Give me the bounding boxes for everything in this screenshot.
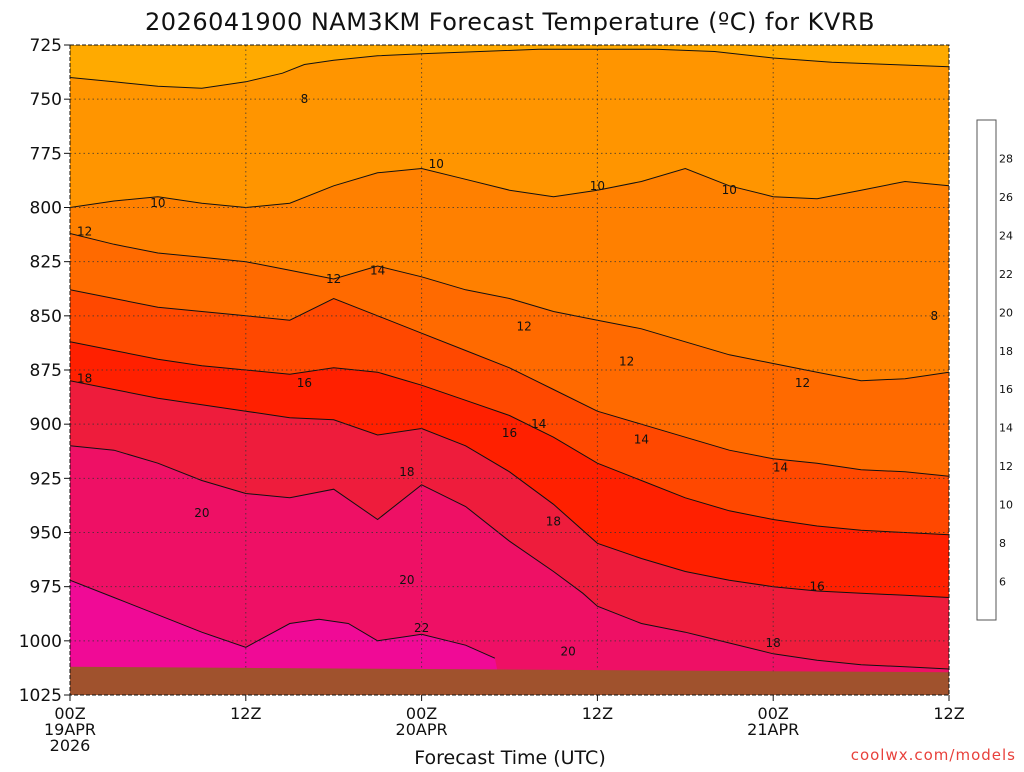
contour-label-12: 12 bbox=[326, 272, 341, 286]
contour-label-14: 14 bbox=[370, 263, 385, 277]
x-tick-label: 00Z bbox=[758, 704, 789, 723]
y-tick-label: 725 bbox=[30, 36, 62, 56]
x-tick-label: 12Z bbox=[933, 704, 964, 723]
contour-label-10: 10 bbox=[590, 179, 605, 193]
colorbar-frame bbox=[976, 119, 997, 621]
contour-label-14: 14 bbox=[531, 417, 546, 431]
y-tick-label: 750 bbox=[30, 90, 62, 110]
isotherm-20 bbox=[70, 445, 949, 670]
y-tick-label: 1025 bbox=[19, 686, 62, 706]
contour-label-10: 10 bbox=[429, 157, 444, 171]
colorbar-label: 6 bbox=[999, 576, 1006, 589]
colorbar-label: 18 bbox=[999, 345, 1013, 358]
colorbar-label: 8 bbox=[999, 537, 1006, 550]
contour-label-22: 22 bbox=[414, 621, 429, 635]
x-tick-label: 00Z bbox=[54, 704, 85, 723]
contour-label-18: 18 bbox=[766, 636, 781, 650]
y-tick-label: 850 bbox=[30, 307, 62, 327]
x-tick-label: 20APR bbox=[396, 720, 448, 739]
colorbar: 6 8 10 12 14 16 18 20 22 24 26 28 bbox=[976, 119, 1013, 621]
gridlines bbox=[70, 45, 949, 695]
isotherm-22 bbox=[70, 579, 496, 659]
isotherm-16 bbox=[70, 341, 949, 536]
colorbar-label: 24 bbox=[999, 229, 1013, 242]
colorbar-label: 28 bbox=[999, 152, 1013, 165]
colorbar-label: 10 bbox=[999, 499, 1013, 512]
colorbar-label: 22 bbox=[999, 268, 1013, 281]
colorbar-label: 14 bbox=[999, 422, 1013, 435]
y-tick-label: 875 bbox=[30, 361, 62, 381]
x-tick-label: 21APR bbox=[747, 720, 799, 739]
y-tick-label: 925 bbox=[30, 469, 62, 489]
contour-label-12: 12 bbox=[619, 354, 634, 368]
contour-label-8: 8 bbox=[931, 309, 939, 323]
contour-label-18: 18 bbox=[77, 372, 92, 386]
band-below-8 bbox=[70, 45, 949, 89]
y-tick-label: 800 bbox=[30, 199, 62, 219]
contour-label-12: 12 bbox=[795, 376, 810, 390]
chart-title: 2026041900 NAM3KM Forecast Temperature (… bbox=[145, 8, 875, 36]
plot-area: 8 8 10 10 10 10 12 12 12 12 12 14 14 14 14 16 16 16 18 18 18… bbox=[70, 45, 949, 695]
contour-label-16: 16 bbox=[810, 580, 825, 594]
x-tick-label: 2026 bbox=[50, 736, 91, 755]
contour-label-20: 20 bbox=[399, 573, 414, 587]
isotherm-18 bbox=[70, 380, 949, 598]
contour-label-8: 8 bbox=[301, 92, 309, 106]
y-tick-label: 975 bbox=[30, 578, 62, 598]
temperature-bands bbox=[70, 45, 949, 695]
colorbar-label: 16 bbox=[999, 383, 1013, 396]
y-tick-label: 775 bbox=[30, 144, 62, 164]
contour-label-12: 12 bbox=[77, 224, 92, 238]
contour-label-18: 18 bbox=[399, 465, 414, 479]
colorbar-label: 12 bbox=[999, 460, 1013, 473]
band-below-10 bbox=[70, 45, 949, 208]
x-tick-label: 12Z bbox=[582, 704, 613, 723]
contour-label-20: 20 bbox=[194, 506, 209, 520]
terrain-fill bbox=[70, 666, 949, 695]
contour-label-10: 10 bbox=[722, 183, 737, 197]
contour-labels: 8 8 10 10 10 10 12 12 12 12 12 14 14 14 14 16 16 16 18 18 18… bbox=[77, 92, 938, 659]
isotherm-14 bbox=[70, 289, 949, 477]
x-tick-label: 00Z bbox=[406, 704, 437, 723]
colorbar-label: 26 bbox=[999, 191, 1013, 204]
contour-label-16: 16 bbox=[502, 426, 517, 440]
y-tick-label: 900 bbox=[30, 415, 62, 435]
x-tick-label: 12Z bbox=[230, 704, 261, 723]
contour-label-18: 18 bbox=[546, 515, 561, 529]
contour-label-14: 14 bbox=[634, 432, 649, 446]
y-axis: 725 750 775 800 825 850 875 900 925 950 975 1000 102… bbox=[19, 36, 70, 706]
y-tick-label: 950 bbox=[30, 524, 62, 544]
credit-text: coolwx.com/models bbox=[851, 746, 1016, 764]
contour-label-12: 12 bbox=[517, 320, 532, 334]
x-axis-label: Forecast Time (UTC) bbox=[414, 747, 605, 768]
contour-label-20: 20 bbox=[560, 645, 575, 659]
isotherm-12 bbox=[70, 233, 949, 382]
x-tick-label: 19APR bbox=[44, 720, 96, 739]
colorbar-label: 20 bbox=[999, 306, 1013, 319]
contour-label-16: 16 bbox=[297, 376, 312, 390]
contour-label-10: 10 bbox=[150, 196, 165, 210]
y-tick-label: 825 bbox=[30, 253, 62, 273]
isotherm-8 bbox=[70, 48, 949, 89]
isotherm-10 bbox=[70, 167, 949, 209]
y-tick-label: 1000 bbox=[19, 632, 62, 652]
contour-label-14: 14 bbox=[773, 461, 788, 475]
isotherm-lines bbox=[70, 48, 949, 670]
